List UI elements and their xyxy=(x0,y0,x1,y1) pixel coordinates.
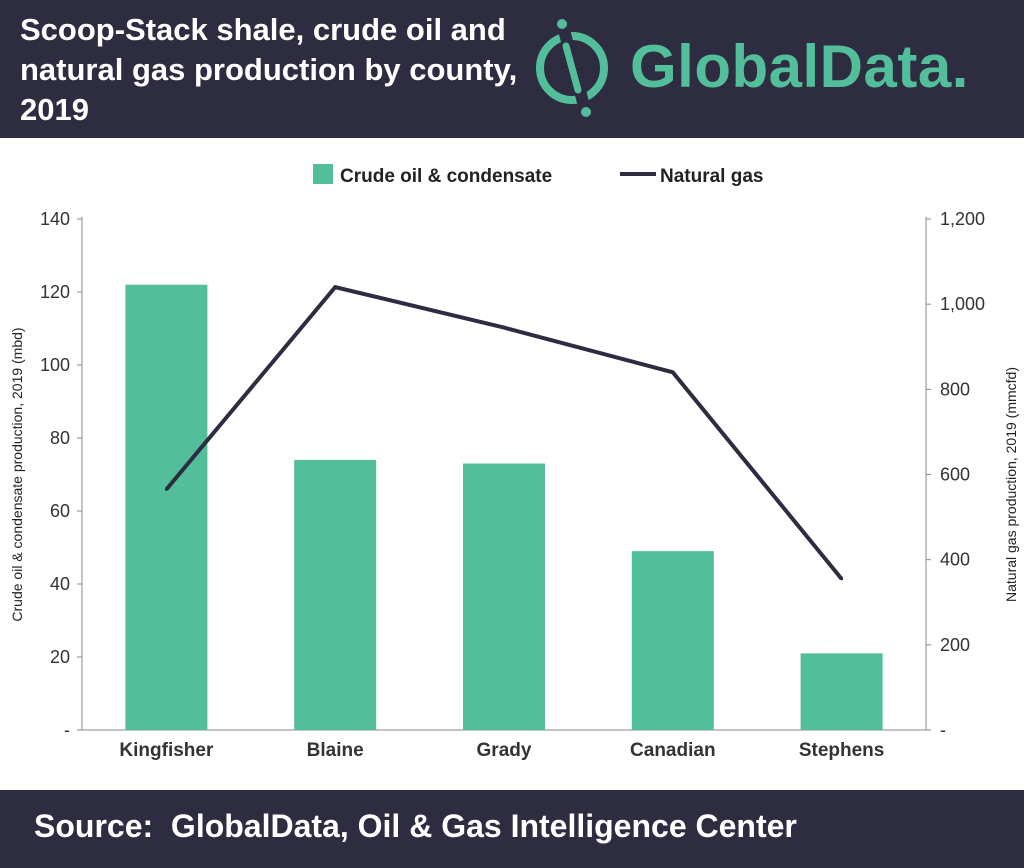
bar-canadian xyxy=(631,551,714,730)
y-tick-left-label: 140 xyxy=(40,209,70,229)
y-tick-left-label: 60 xyxy=(50,501,70,521)
x-category-label: Canadian xyxy=(630,740,716,761)
bar-stephens xyxy=(800,653,883,730)
legend-bar-label: Crude oil & condensate xyxy=(340,166,552,187)
natural-gas-point-canadian xyxy=(671,370,675,374)
y-tick-left-label: 80 xyxy=(50,428,70,448)
bar-kingfisher xyxy=(125,284,208,730)
chart-title: Scoop-Stack shale, crude oil and natural… xyxy=(20,12,518,127)
y-tick-left-label: 100 xyxy=(40,355,70,375)
natural-gas-point-stephens xyxy=(840,577,844,581)
y-tick-right-label: 600 xyxy=(940,465,970,485)
globaldata-wordmark: GlobalData. xyxy=(630,33,969,100)
globaldata-logo: GlobalData. xyxy=(530,18,1010,118)
source-note: Source: GlobalData, Oil & Gas Intelligen… xyxy=(34,808,797,844)
legend-line-label: Natural gas xyxy=(660,166,763,187)
y-tick-right-label: 1,000 xyxy=(940,294,985,314)
legend-bar-swatch xyxy=(313,164,333,184)
y-tick-left-label: 120 xyxy=(40,282,70,302)
natural-gas-point-blaine xyxy=(333,285,337,289)
y-tick-right-label: 200 xyxy=(940,635,970,655)
x-category-label: Stephens xyxy=(799,740,885,761)
y-tick-right-label: 400 xyxy=(940,550,970,570)
y-tick-right-label: 1,200 xyxy=(940,209,985,229)
y-tick-left-label: 40 xyxy=(50,574,70,594)
y-tick-right-label: - xyxy=(940,720,946,740)
x-category-label: Grady xyxy=(477,740,532,761)
bar-grady xyxy=(463,463,545,730)
y-tick-left-label: 20 xyxy=(50,647,70,667)
natural-gas-point-kingfisher xyxy=(164,487,168,491)
bar-blaine xyxy=(294,459,377,730)
y-axis-left-title: Crude oil & condensate production, 2019 … xyxy=(9,327,25,621)
globaldata-logo-icon xyxy=(536,19,608,117)
footer-banner: Source: GlobalData, Oil & Gas Intelligen… xyxy=(0,790,1024,868)
x-category-label: Kingfisher xyxy=(119,740,214,761)
y-axis-right-title: Natural gas production, 2019 (mmcfd) xyxy=(1003,367,1019,602)
x-category-label: Blaine xyxy=(307,740,364,761)
chart-area: - 20 40 60 80 100 120 140 - 200 400 600 800 1,000 1,20… xyxy=(9,164,1019,761)
y-tick-left-label: - xyxy=(64,720,70,740)
natural-gas-point-grady xyxy=(502,326,506,330)
y-tick-right-label: 800 xyxy=(940,379,970,399)
header-banner: Scoop-Stack shale, crude oil and natural… xyxy=(0,0,1024,138)
